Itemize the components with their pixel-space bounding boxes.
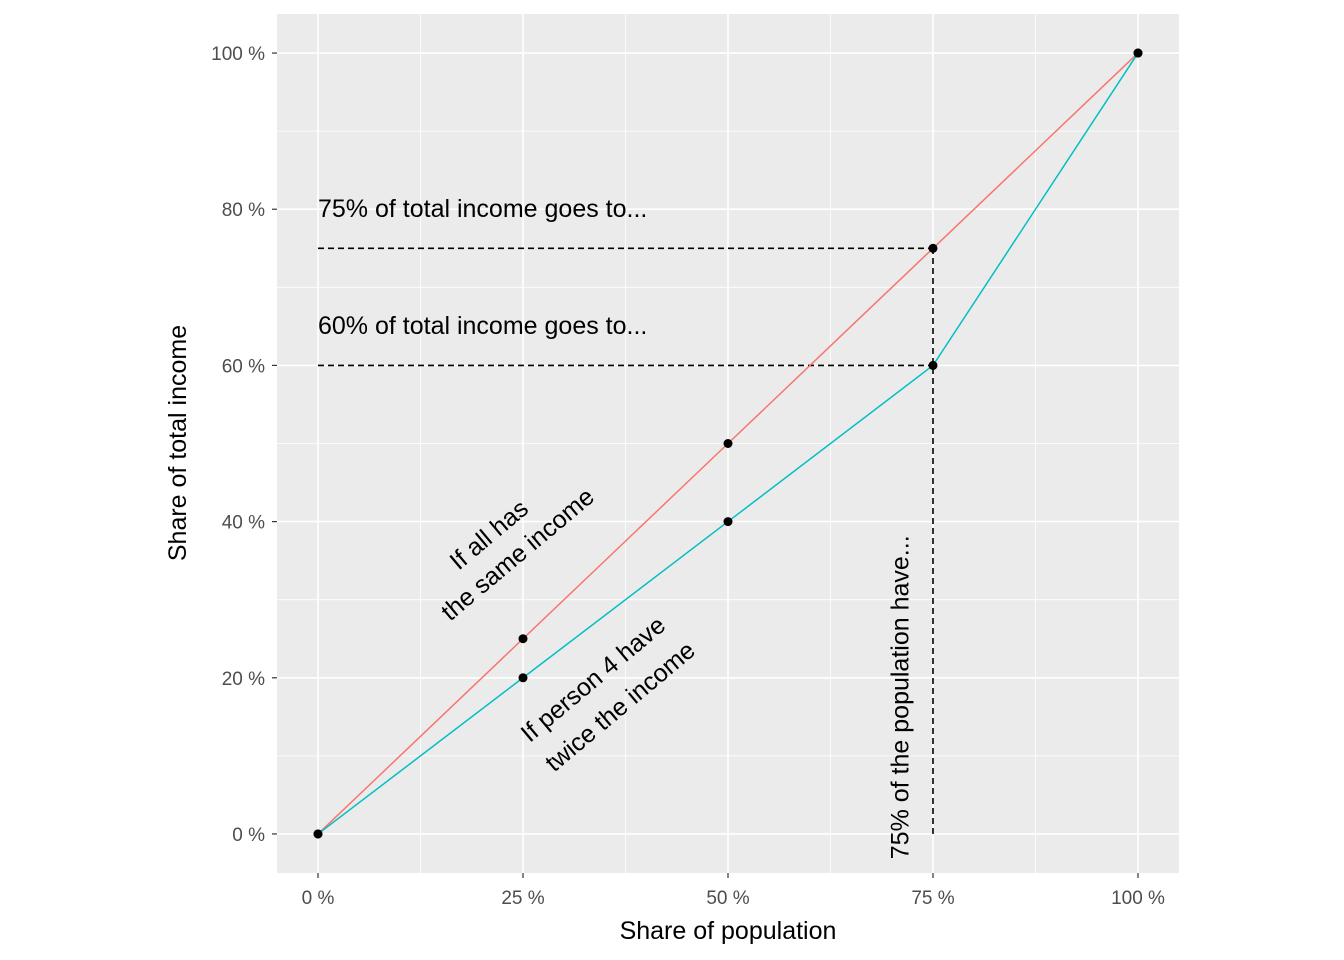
data-point [518,673,528,683]
data-point [518,634,528,644]
y-tick-label: 20 % [222,669,265,690]
y-tick-label: 40 % [222,513,265,534]
y-axis: 0 % 20 % 40 % 60 % 80 % 100 % [211,44,277,846]
annotation-label: 75% of the population have... [886,535,914,859]
x-axis-title: Share of population [620,917,837,945]
data-point [1133,48,1143,58]
data-point [723,439,733,448]
x-axis: 0 % 25 % 50 % 75 % 100 % [302,873,1165,909]
y-tick-label: 0 % [232,825,265,846]
y-axis-title: Share of total income [164,325,192,561]
annotation-label: 75% of total income goes to... [318,195,647,223]
x-tick-label: 100 % [1111,888,1165,909]
data-points [313,48,1143,839]
x-tick-label: 25 % [501,888,544,909]
x-tick-label: 75 % [911,888,954,909]
annotation-label: 60% of total income goes to... [318,312,647,340]
data-point [928,360,938,370]
x-tick-label: 0 % [302,888,335,909]
reference-lines [318,247,934,834]
data-point [723,517,733,527]
data-point [928,243,938,253]
x-tick-label: 50 % [706,888,749,909]
grid-major [277,14,1179,873]
y-tick-label: 100 % [211,44,265,65]
y-tick-label: 60 % [222,356,265,377]
y-tick-label: 80 % [222,200,265,221]
data-point [313,829,323,839]
